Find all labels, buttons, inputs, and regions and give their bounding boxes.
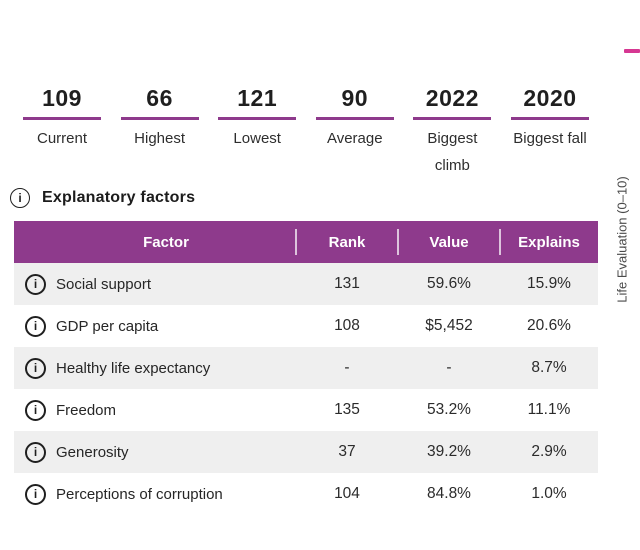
stat-value: 109 [42,85,82,111]
stat-underline [315,116,394,120]
stat-underline [413,116,492,120]
explains-cell: 20.6% [527,317,571,334]
factor-label: GDP per capita [56,317,159,335]
stat-value: 66 [146,85,173,111]
summary-stats: 109 Current 66 Highest 121 Lowest 90 Ave… [22,84,590,179]
stat-lowest: 121 Lowest [217,84,297,179]
info-icon[interactable]: i [25,441,46,463]
rank-cell: 108 [334,317,360,334]
explains-cell: 8.7% [531,359,567,376]
factor-label: Social support [56,275,152,293]
y-axis-label: Life Evaluation (0–10) [614,175,630,303]
rank-cell: 37 [338,443,356,460]
table-row-social-support: i Social support 131 59.6% 15.9% [14,263,598,305]
factors-table: Factor Rank Value Explains i Social supp… [14,221,598,515]
rank-cell: 135 [334,401,360,418]
stat-biggest-climb: 2022 Biggest climb [412,84,492,179]
explains-cell: 15.9% [527,275,571,292]
stat-value: 121 [237,85,278,111]
stat-current: 109 Current [22,84,102,179]
factor-label: Freedom [56,401,117,419]
stat-biggest-fall: 2020 Biggest fall [510,84,590,179]
stat-label: Biggest climb [427,129,478,174]
section-title: Explanatory factors [42,189,196,206]
stat-underline [23,116,101,120]
y-axis-label-container: Life Evaluation (0–10) [606,140,638,338]
stat-highest: 66 Highest [120,84,200,179]
value-cell: - [446,359,452,376]
rank-cell: 131 [334,275,360,292]
table-row-healthy-life-expectancy: i Healthy life expectancy - - 8.7% [14,347,598,389]
stat-value: 90 [341,85,369,111]
explains-cell: 2.9% [531,443,567,460]
info-icon[interactable]: i [25,399,46,421]
stat-underline [510,116,589,120]
header-divider [295,229,297,255]
rank-cell: 104 [334,485,360,502]
table-row-gdp-per-capita: i GDP per capita 108 $5,452 20.6% [14,305,598,347]
factor-label: Generosity [56,443,129,461]
stat-label: Lowest [233,129,281,147]
factor-label: Healthy life expectancy [56,359,211,377]
info-icon[interactable]: i [25,357,46,379]
table-header: Factor Rank Value Explains [14,221,598,263]
header-divider [397,229,399,255]
chart-line-fragment [624,49,640,53]
column-header-explains: Explains [518,233,580,251]
table-row-generosity: i Generosity 37 39.2% 2.9% [14,431,598,473]
stat-underline [218,116,297,120]
info-icon[interactable]: i [25,273,46,295]
table-row-freedom: i Freedom 135 53.2% 11.1% [14,389,598,431]
explanatory-factors-heading: i Explanatory factors [10,188,195,208]
stat-value: 2020 [523,85,577,111]
stat-label: Current [36,129,88,147]
value-cell: $5,452 [425,317,473,334]
stat-label: Highest [134,129,186,147]
column-header-factor: Factor [143,233,189,251]
stat-average: 90 Average [315,84,395,179]
stat-underline [120,116,199,120]
rank-cell: - [344,359,350,376]
stat-label: Biggest fall [513,129,587,147]
value-cell: 84.8% [427,485,471,502]
value-cell: 39.2% [427,443,471,460]
value-cell: 53.2% [427,401,471,418]
value-cell: 59.6% [427,275,471,292]
explains-cell: 11.1% [527,401,571,418]
info-icon[interactable]: i [25,483,46,505]
column-header-rank: Rank [328,233,366,251]
info-icon[interactable]: i [10,188,30,208]
info-icon[interactable]: i [25,315,46,337]
factor-label: Perceptions of corruption [56,485,223,503]
explains-cell: 1.0% [531,485,567,502]
header-divider [499,229,501,255]
table-row-perceptions-of-corruption: i Perceptions of corruption 104 84.8% 1.… [14,473,598,515]
column-header-value: Value [429,233,469,251]
stat-value: 2022 [425,85,479,111]
stat-label: Average [326,129,383,147]
